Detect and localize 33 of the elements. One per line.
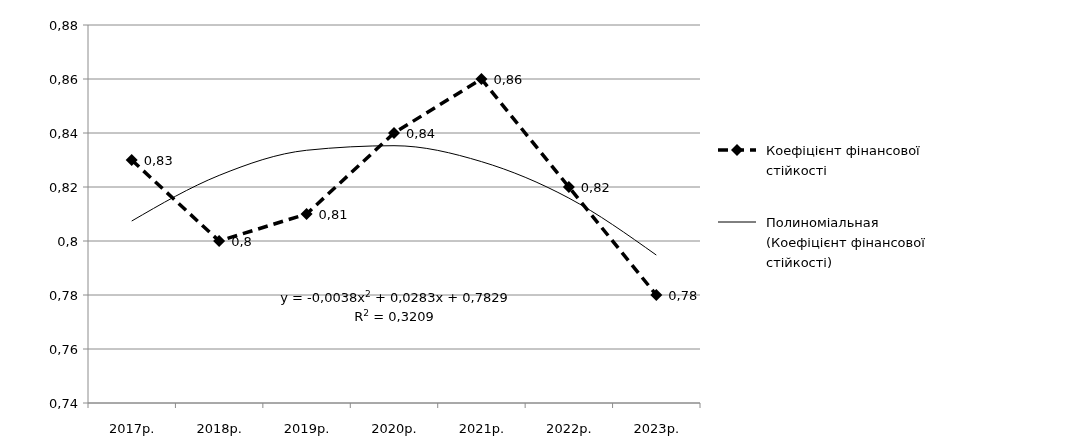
data-label: 0,8 (231, 233, 252, 249)
point (650, 289, 663, 301)
x-tick-label: 2020р. (371, 421, 417, 436)
y-tick-label: 0,86 (49, 71, 78, 87)
y-tick-label: 0,74 (49, 395, 78, 411)
legend-label: Полиноміальная (Коефіцієнт фінансової стійкості) (766, 214, 926, 270)
annotation: y = -0,0038x$^{2}$ + 0,0283x + 0,7829 (280, 288, 508, 305)
x-tick-label: 2017р. (108, 421, 155, 436)
x-tick-label: 2023р. (633, 421, 680, 436)
legend-label: Коефіцієнт фінансової стійкості (766, 142, 921, 178)
y-tick-label: 0,8 (57, 233, 78, 249)
y-tick-label: 0,82 (49, 179, 78, 195)
point (562, 181, 575, 193)
data-label: 0,84 (406, 125, 435, 141)
y-tick-label: 0,88 (49, 17, 78, 33)
data-label: 0,86 (493, 71, 523, 87)
data-label: 0,83 (143, 152, 173, 168)
data-label: 0,82 (580, 179, 610, 195)
data-label: 0,81 (318, 206, 348, 222)
point (300, 208, 313, 220)
point (475, 73, 488, 85)
x-tick-label: 2021р. (458, 421, 505, 436)
y-tick-label: 0,76 (49, 341, 78, 357)
data-label: 0,78 (668, 287, 698, 303)
point (125, 154, 138, 166)
point (213, 235, 226, 247)
x-tick-label: 2022р. (546, 421, 592, 436)
x-tick-label: 2018р. (196, 421, 242, 436)
x-tick-label: 2019р. (283, 421, 330, 436)
y-tick-label: 0,84 (49, 125, 78, 141)
y-tick-label: 0,78 (49, 287, 78, 303)
annotation: R$^{2}$ = 0,3209 (354, 307, 434, 324)
point (388, 127, 400, 139)
